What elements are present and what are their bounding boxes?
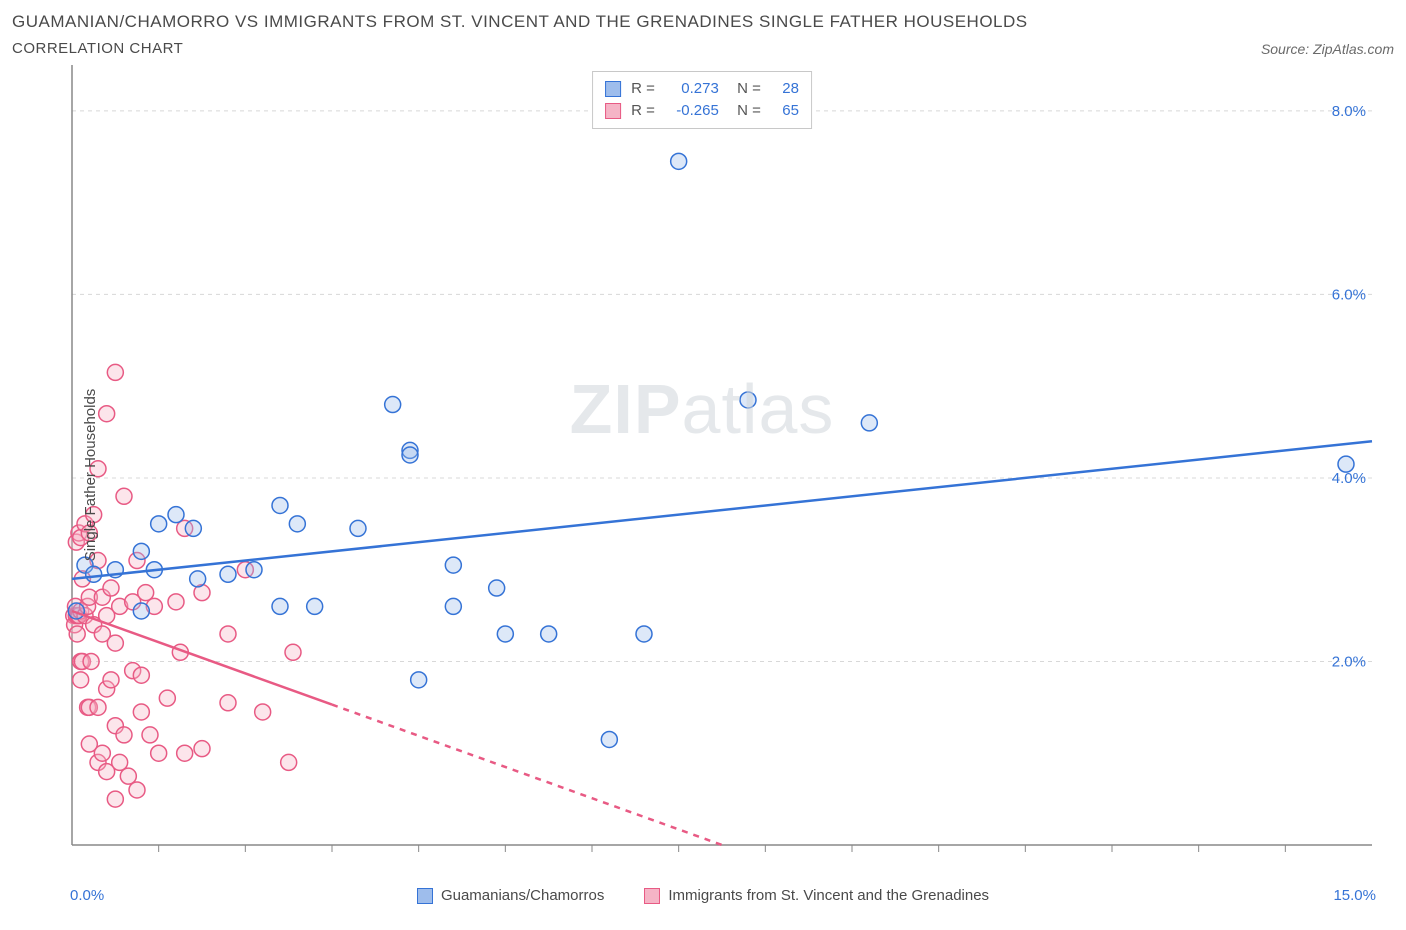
chart-title-line2: CORRELATION CHART: [12, 40, 1028, 57]
stats-row-series1: R = 0.273 N = 28: [605, 78, 799, 100]
legend-swatch-1: [417, 888, 433, 904]
legend-item-1: Guamanians/Chamorros: [417, 887, 604, 904]
chart-header: GUAMANIAN/CHAMORRO VS IMMIGRANTS FROM ST…: [12, 12, 1394, 57]
stat-n-value-1: 28: [771, 78, 799, 100]
svg-text:2.0%: 2.0%: [1332, 653, 1366, 670]
stat-r-label: R =: [631, 100, 655, 122]
svg-text:4.0%: 4.0%: [1332, 470, 1366, 487]
chart-container: Single Father Households 2.0% 4.0% 6.0% 8.0…: [12, 65, 1392, 885]
swatch-series1: [605, 81, 621, 97]
x-axis-min-label: 0.0%: [70, 887, 104, 904]
title-block: GUAMANIAN/CHAMORRO VS IMMIGRANTS FROM ST…: [12, 12, 1028, 57]
stat-n-label: N =: [729, 78, 761, 100]
x-axis-max-label: 15.0%: [1333, 887, 1376, 904]
legend-label-1: Guamanians/Chamorros: [441, 887, 604, 904]
stat-r-value-2: -0.265: [665, 100, 719, 122]
bottom-legend: 0.0% Guamanians/Chamorros Immigrants fro…: [12, 887, 1394, 904]
svg-text:6.0%: 6.0%: [1332, 286, 1366, 303]
legend-label-2: Immigrants from St. Vincent and the Gren…: [668, 887, 989, 904]
scatter-chart: 2.0% 4.0% 6.0% 8.0%: [12, 65, 1392, 865]
legend-item-2: Immigrants from St. Vincent and the Gren…: [644, 887, 989, 904]
svg-text:8.0%: 8.0%: [1332, 103, 1366, 120]
y-axis-label: Single Father Households: [82, 389, 99, 562]
stat-n-value-2: 65: [771, 100, 799, 122]
stats-row-series2: R = -0.265 N = 65: [605, 100, 799, 122]
swatch-series2: [605, 103, 621, 119]
legend-swatch-2: [644, 888, 660, 904]
stats-legend-box: R = 0.273 N = 28 R = -0.265 N = 65: [592, 71, 812, 129]
stat-n-label: N =: [729, 100, 761, 122]
source-label: Source: ZipAtlas.com: [1261, 41, 1394, 57]
chart-title-line1: GUAMANIAN/CHAMORRO VS IMMIGRANTS FROM ST…: [12, 12, 1028, 32]
stat-r-value-1: 0.273: [665, 78, 719, 100]
stat-r-label: R =: [631, 78, 655, 100]
